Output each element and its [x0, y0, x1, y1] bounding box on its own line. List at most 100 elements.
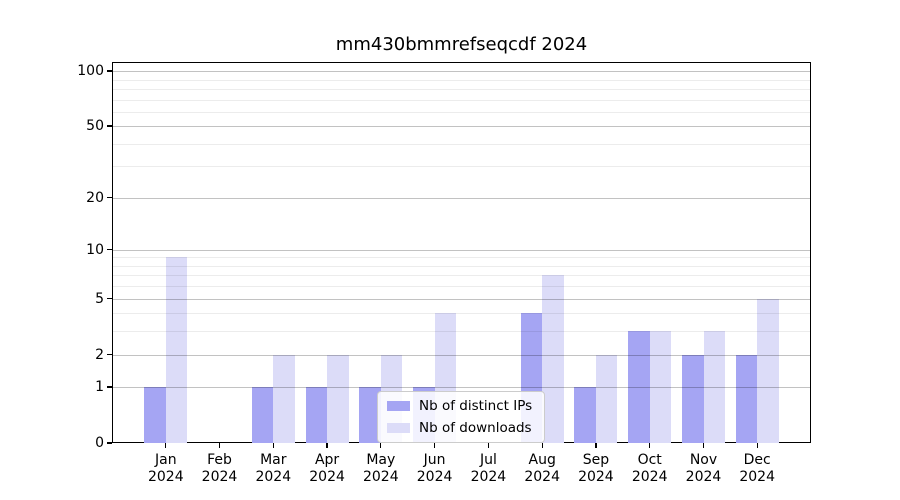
bar-distinct-ips-oct: [628, 331, 650, 443]
x-axis-tick-label-jun: Jun 2024: [400, 452, 470, 486]
x-axis-tick-label-apr: Apr 2024: [292, 452, 362, 486]
x-axis-tick-label-may: May 2024: [346, 452, 416, 486]
x-tick-year: 2024: [578, 469, 614, 485]
bar-distinct-ips-mar: [251, 387, 274, 443]
gridline-minor-30: [112, 166, 811, 168]
gridline-major-1: [112, 387, 811, 389]
gridline-minor-4: [112, 313, 811, 315]
x-tick-year: 2024: [362, 469, 399, 485]
gridline-major-20: [112, 197, 811, 199]
legend-swatch-distinct-ips: [387, 401, 410, 411]
x-tick-month: Mar: [260, 452, 287, 468]
y-axis-tick-label-0: 0: [95, 435, 104, 451]
x-tick-mark-nov: [702, 443, 705, 448]
legend: Nb of distinct IPs Nb of downloads: [377, 391, 545, 443]
x-axis-tick-label-dec: Dec 2024: [722, 452, 792, 486]
y-axis-tick-label-20: 20: [86, 189, 104, 206]
gridline-minor-7: [112, 275, 811, 277]
x-tick-year: 2024: [631, 469, 668, 485]
y-axis-tick-label-2: 2: [95, 346, 104, 363]
x-tick-year: 2024: [685, 469, 722, 485]
gridline-major-100: [112, 71, 811, 72]
bar-distinct-ips-dec: [735, 354, 758, 443]
chart-title: mm430bmmrefseqcdf 2024: [335, 34, 588, 55]
x-tick-mark-aug: [541, 443, 543, 448]
y-axis-tick-label-50: 50: [86, 118, 104, 135]
x-tick-year: 2024: [309, 469, 345, 485]
legend-item-distinct-ips: Nb of distinct IPs: [387, 398, 535, 414]
bar-downloads-sep: [595, 354, 618, 443]
x-tick-year: 2024: [470, 469, 507, 485]
x-tick-year: 2024: [416, 469, 453, 485]
bar-downloads-oct: [649, 331, 672, 443]
x-tick-month: Jan: [155, 452, 177, 468]
x-axis-tick-label-aug: Aug 2024: [507, 452, 577, 486]
x-tick-mark-jan: [165, 443, 167, 448]
x-axis-tick-label-jan: Jan 2024: [131, 452, 201, 486]
x-tick-mark-oct: [649, 443, 651, 448]
bar-downloads-mar: [273, 354, 295, 443]
x-tick-year: 2024: [739, 469, 775, 485]
y-tick-mark-10: [107, 249, 112, 251]
x-tick-month: Sep: [582, 452, 610, 468]
x-tick-month: Apr: [314, 452, 340, 468]
x-tick-year: 2024: [524, 469, 560, 485]
y-axis-tick-label-5: 5: [95, 290, 104, 307]
gridline-minor-8: [112, 265, 811, 267]
x-tick-year: 2024: [201, 469, 238, 485]
bar-distinct-ips-apr: [305, 387, 328, 443]
x-tick-mark-mar: [272, 443, 274, 448]
legend-label-distinct-ips: Nb of distinct IPs: [419, 398, 533, 414]
y-axis-tick-label-100: 100: [77, 63, 104, 79]
x-tick-mark-may: [380, 443, 382, 448]
bar-distinct-ips-jan: [144, 387, 166, 443]
legend-item-downloads: Nb of downloads: [387, 420, 535, 436]
gridline-minor-90: [112, 79, 811, 81]
x-tick-mark-apr: [326, 443, 328, 448]
x-tick-mark-jul: [487, 443, 490, 448]
legend-swatch-downloads: [387, 423, 410, 433]
x-tick-year: 2024: [147, 469, 184, 485]
bar-distinct-ips-may: [359, 387, 381, 443]
x-tick-mark-dec: [756, 443, 758, 448]
bar-distinct-ips-sep: [574, 387, 596, 443]
bar-downloads-apr: [327, 354, 349, 443]
gridline-major-50: [112, 126, 811, 128]
y-axis-tick-label-10: 10: [86, 241, 104, 258]
gridline-major-10: [112, 249, 811, 251]
y-tick-mark-100: [107, 70, 112, 72]
x-tick-year: 2024: [255, 469, 292, 485]
y-tick-mark-1: [107, 386, 112, 388]
gridline-minor-60: [112, 111, 811, 113]
bar-downloads-nov: [703, 331, 725, 443]
x-tick-mark-feb: [218, 443, 221, 448]
y-tick-mark-5: [107, 297, 112, 300]
gridline-minor-40: [112, 143, 811, 145]
x-tick-month: Feb: [207, 452, 232, 468]
x-tick-month: Aug: [528, 452, 556, 468]
x-tick-month: Oct: [637, 452, 662, 468]
x-tick-mark-jun: [433, 443, 436, 448]
gridline-minor-6: [112, 286, 811, 288]
gridline-minor-9: [112, 257, 811, 259]
bar-distinct-ips-nov: [682, 354, 704, 443]
y-tick-mark-0: [107, 442, 112, 444]
bar-downloads-dec: [757, 298, 779, 443]
gridline-major-2: [112, 354, 811, 356]
x-axis-tick-label-feb: Feb 2024: [185, 452, 255, 486]
x-tick-mark-sep: [595, 443, 597, 448]
gridline-minor-3: [112, 331, 811, 333]
legend-label-downloads: Nb of downloads: [419, 420, 532, 436]
x-axis-tick-label-nov: Nov 2024: [669, 452, 739, 486]
x-tick-month: May: [366, 452, 396, 468]
gridline-minor-70: [112, 99, 811, 101]
x-tick-month: Jul: [479, 452, 497, 468]
y-tick-mark-20: [107, 196, 112, 199]
gridline-minor-80: [112, 88, 811, 90]
x-tick-month: Jun: [423, 452, 446, 468]
x-axis-tick-label-mar: Mar 2024: [238, 452, 308, 486]
y-tick-mark-2: [107, 353, 112, 356]
bar-downloads-aug: [542, 275, 564, 443]
bar-downloads-jan: [165, 257, 188, 443]
